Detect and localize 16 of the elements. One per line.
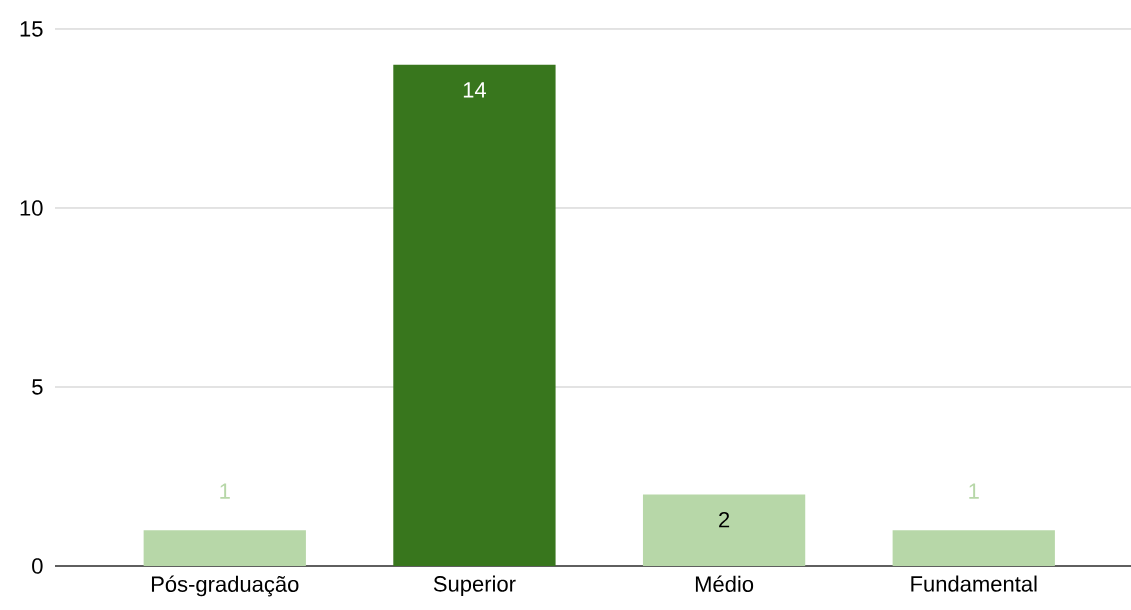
x-tick-label: Pós-graduação: [151, 575, 299, 597]
bar: [642, 494, 806, 566]
data-label: 1: [220, 483, 230, 499]
data-label: 1: [969, 483, 979, 499]
x-tick-label: Superior: [433, 575, 516, 597]
x-tick-label: Médio: [695, 575, 754, 592]
y-tick-label: 0: [32, 558, 43, 574]
data-label: 2: [719, 511, 730, 528]
y-tick-label: 15: [20, 21, 43, 37]
bar: [393, 64, 556, 566]
y-tick-label: 10: [20, 200, 43, 216]
x-tick-label: Fundamental: [911, 575, 1037, 592]
bar: [143, 530, 306, 566]
y-tick-label: 5: [32, 379, 43, 395]
data-label: 14: [463, 82, 487, 98]
bar: [892, 530, 1055, 566]
